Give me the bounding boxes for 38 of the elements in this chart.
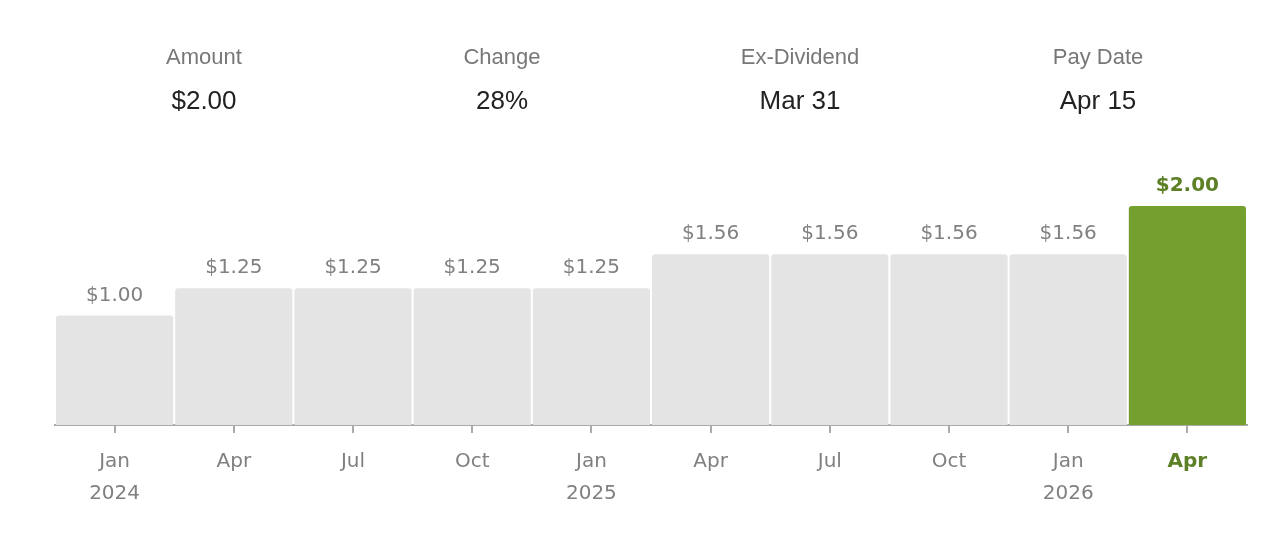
text: $2.00	[171, 85, 237, 116]
text: Change	[463, 44, 541, 70]
x-tick-label: Jan 2024	[89, 448, 141, 505]
bar	[771, 254, 889, 425]
x-tick-label: Jul	[815, 448, 842, 473]
data-label: $1.56	[1039, 220, 1097, 245]
data-label: $2.00	[1155, 172, 1220, 197]
data-label: $1.25	[562, 254, 621, 279]
text: Pay Date	[1052, 44, 1144, 70]
data-label: $1.56	[920, 220, 978, 245]
text: Apr 15	[1059, 85, 1137, 116]
bar	[1128, 206, 1246, 425]
data-label: $1.56	[681, 220, 740, 245]
data-label: $1.25	[443, 254, 501, 279]
bar	[413, 288, 531, 425]
x-tick-label: Oct	[454, 448, 490, 473]
text: Amount	[166, 44, 242, 70]
bar	[652, 254, 770, 425]
data-label: $1.25	[324, 254, 382, 279]
x-tick-label: Oct	[931, 448, 967, 473]
text: Mar 31	[759, 85, 841, 116]
data-label: $1.00	[85, 281, 144, 306]
data-label: $1.56	[801, 220, 859, 245]
x-tick-label: Apr	[693, 448, 729, 473]
bar	[890, 254, 1008, 425]
text: 28%	[475, 85, 529, 116]
x-tick-label: Jul	[338, 448, 366, 473]
data-label: $1.25	[205, 254, 263, 279]
bar	[56, 315, 174, 425]
x-tick-label: Jan 2025	[565, 448, 617, 505]
x-tick-label: Apr	[216, 448, 252, 473]
bar	[1009, 254, 1127, 425]
x-tick-label: Jan 2026	[1042, 448, 1094, 505]
bar	[175, 288, 293, 425]
x-tick-label: Apr	[1167, 448, 1208, 473]
bar	[532, 288, 650, 425]
text: Ex-Dividend	[740, 44, 860, 70]
bar	[294, 288, 412, 425]
